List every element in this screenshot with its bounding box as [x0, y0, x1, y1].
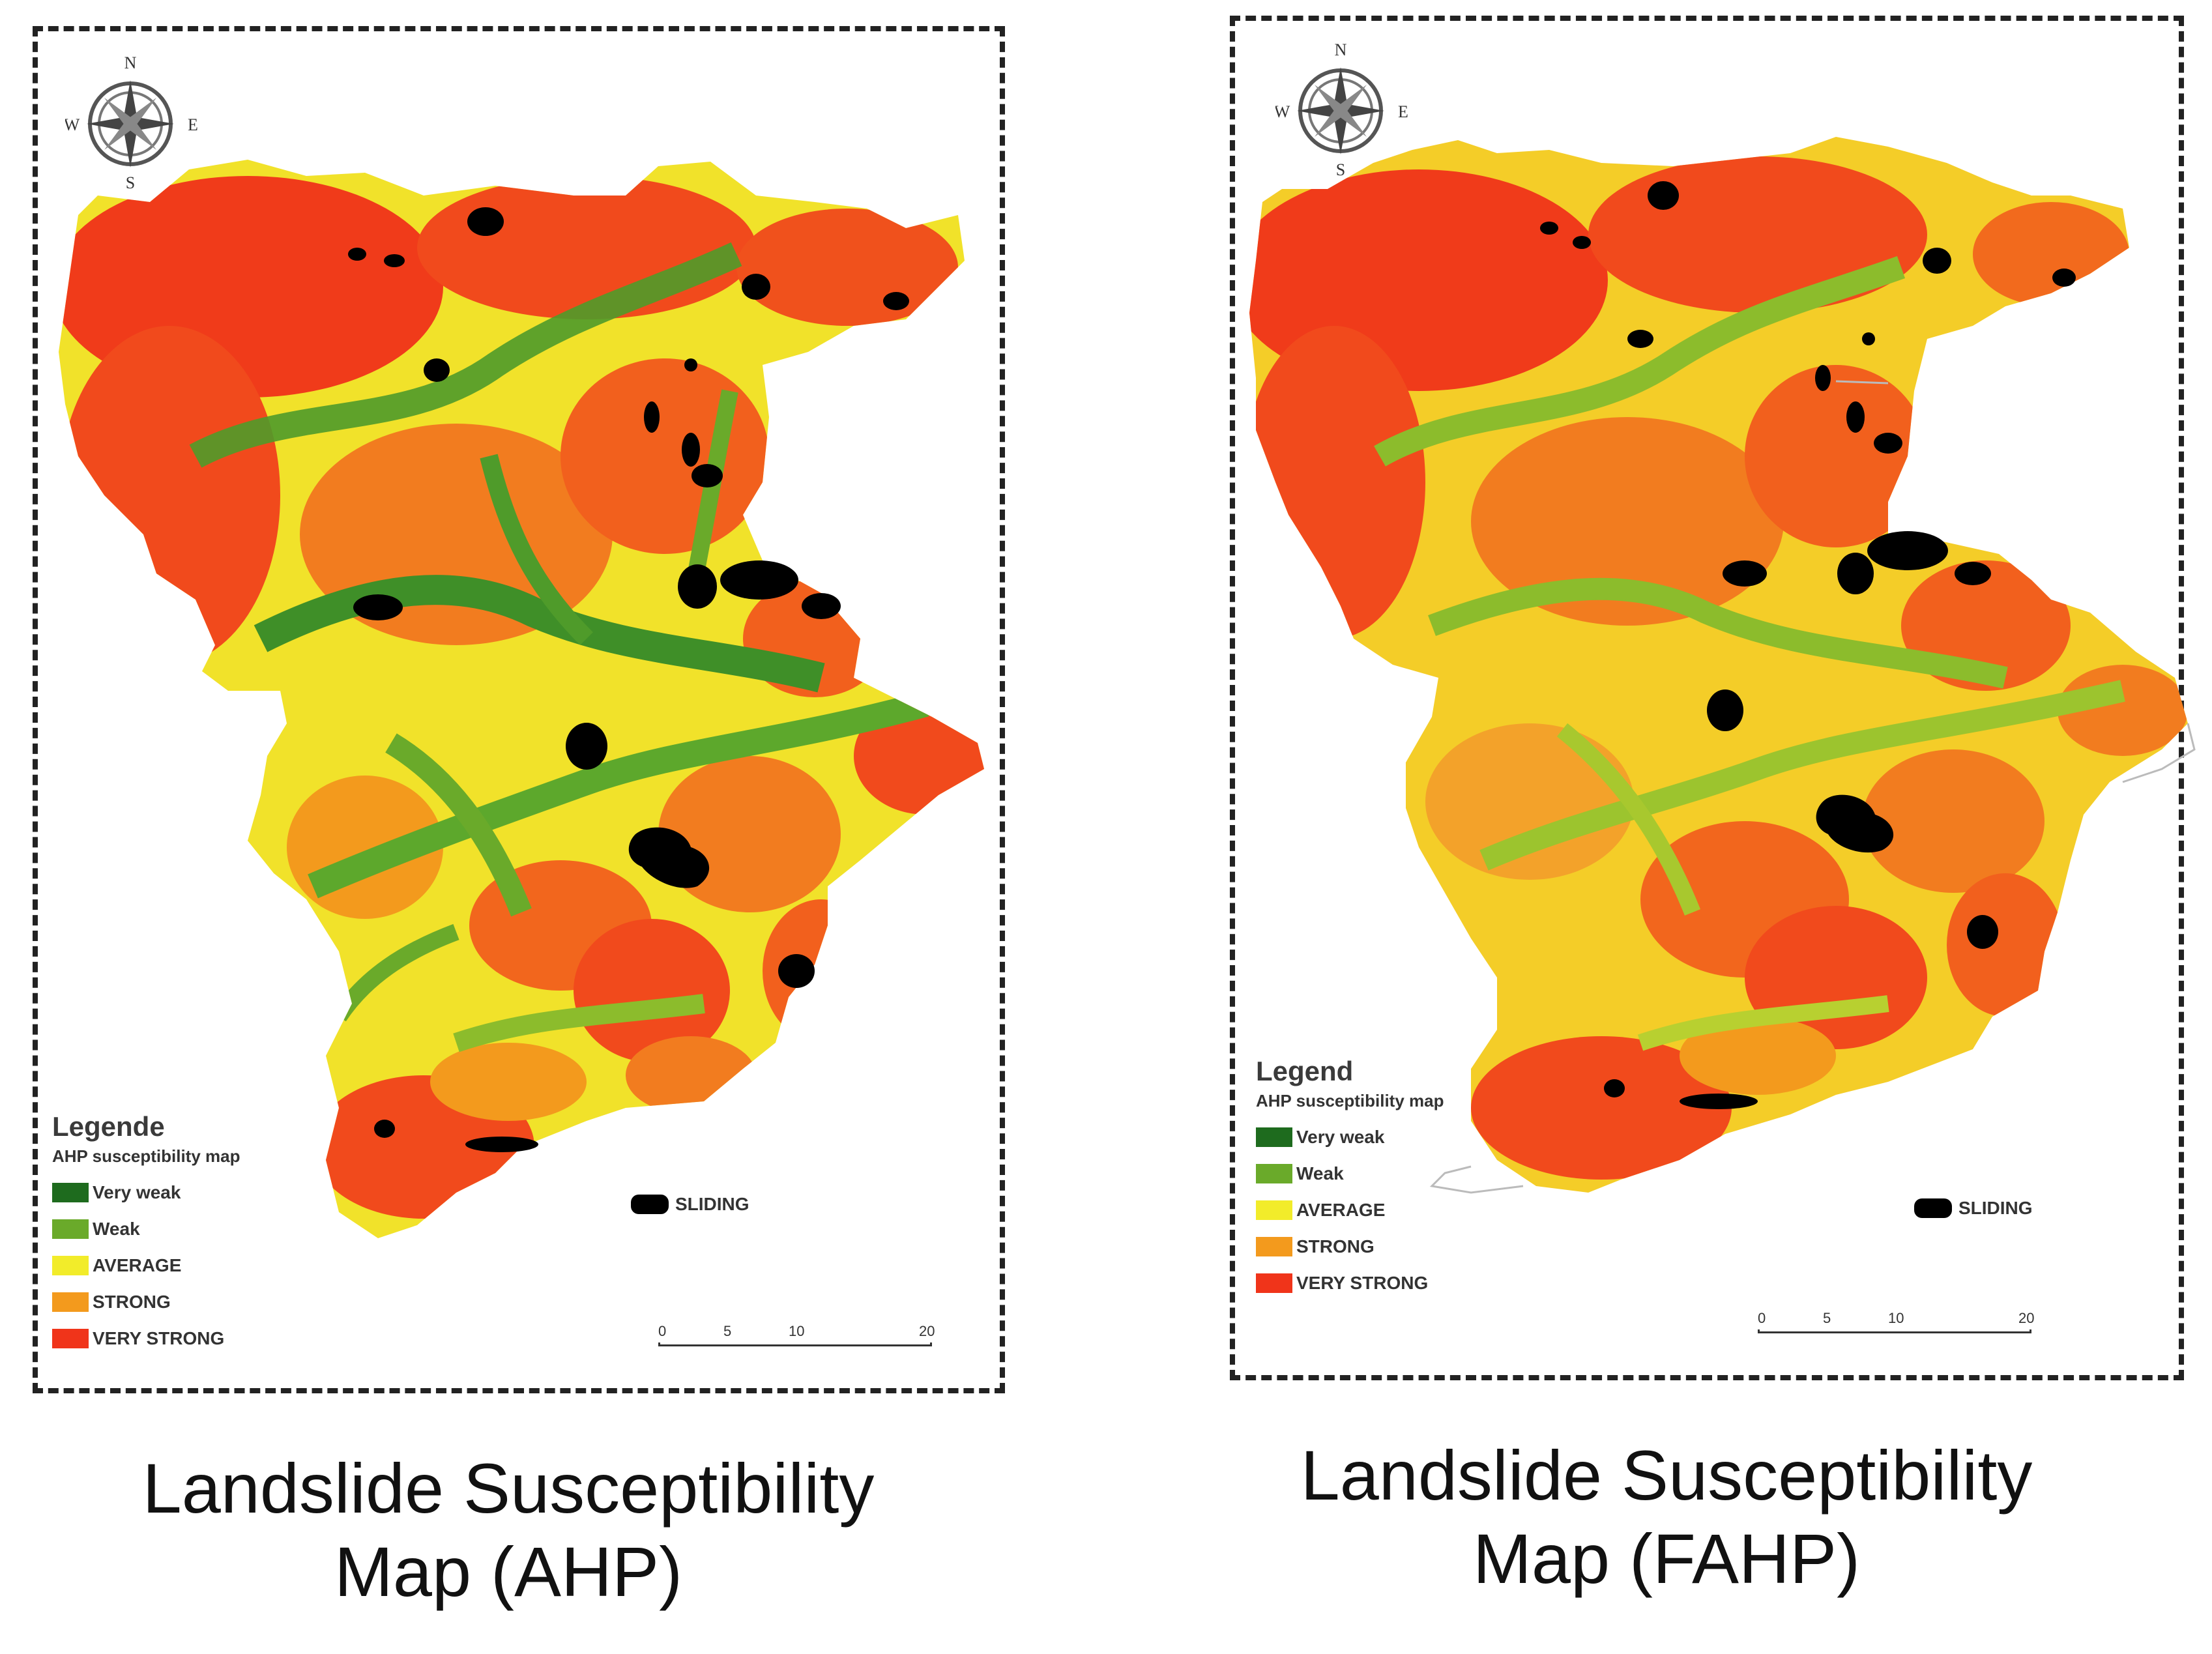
legend-label: Weak — [1296, 1163, 1344, 1183]
scale-label: 5 — [723, 1323, 732, 1339]
legend-label: VERY STRONG — [1296, 1273, 1429, 1293]
fahp-map-panel: N S E W Legend AHP susceptibility map Ve… — [1106, 0, 2212, 1654]
map-caption: Landslide Susceptibility Map (FAHP) — [1158, 1434, 2175, 1601]
caption-line-1: Landslide Susceptibility — [142, 1449, 875, 1528]
scale-label: 0 — [658, 1323, 667, 1339]
legend-label: Very weak — [1296, 1127, 1385, 1147]
map-legend: Legend AHP susceptibility map Very weak W… — [1256, 1056, 1471, 1294]
legend-title: Legend — [1256, 1056, 1354, 1086]
legend-item: AVERAGE — [52, 1255, 267, 1277]
scale-label: 10 — [789, 1323, 805, 1339]
legend-item: Very weak — [52, 1182, 267, 1204]
legend-subtitle: AHP susceptibility map — [52, 1146, 240, 1166]
caption-line-2: Map (FAHP) — [1472, 1519, 1861, 1598]
legend-item: Very weak — [1256, 1126, 1471, 1148]
sliding-swatch — [1914, 1198, 1952, 1218]
compass-north-label: N — [1335, 40, 1347, 59]
compass-rose-icon: N S E W — [65, 53, 198, 192]
scale-label: 5 — [1823, 1310, 1831, 1326]
legend-item: VERY STRONG — [52, 1328, 267, 1350]
compass-rose-icon: N S E W — [1275, 40, 1408, 179]
legend-item: VERY STRONG — [1256, 1272, 1471, 1294]
legend-subtitle: AHP susceptibility map — [1256, 1091, 1444, 1110]
legend-swatch — [52, 1256, 89, 1275]
legend-label: AVERAGE — [93, 1255, 182, 1275]
legend-title: Legende — [52, 1111, 165, 1142]
ahp-susceptibility-map — [59, 160, 984, 1238]
scale-label: 20 — [2018, 1310, 2035, 1326]
scale-label: 10 — [1888, 1310, 1904, 1326]
legend-label: Weak — [93, 1219, 140, 1239]
scale-label: 20 — [919, 1323, 935, 1339]
legend-swatch — [52, 1219, 89, 1239]
legend-label: STRONG — [1296, 1236, 1375, 1256]
caption-line-1: Landslide Susceptibility — [1300, 1436, 2033, 1515]
compass-north-label: N — [124, 53, 137, 72]
compass-south-label: S — [1336, 160, 1345, 179]
legend-label: Very weak — [93, 1182, 181, 1202]
ahp-map-panel: N S E W Legende AHP susceptibility map V… — [0, 26, 1017, 1614]
sliding-legend: SLIDING — [631, 1194, 749, 1215]
legend-items: Very weak Weak AVERAGE STRONG VERY STRONG — [52, 1182, 267, 1350]
sliding-legend: SLIDING — [1914, 1198, 2033, 1219]
map-caption: Landslide Susceptibility Map (AHP) — [0, 1447, 1017, 1614]
compass-south-label: S — [126, 173, 135, 192]
legend-item: STRONG — [1256, 1236, 1471, 1258]
scale-label: 0 — [1758, 1310, 1766, 1326]
compass-east-label: E — [188, 115, 198, 134]
legend-items: Very weak Weak AVERAGE STRONG VERY STRONG — [1256, 1126, 1471, 1294]
fahp-susceptibility-map — [1249, 137, 2196, 1194]
legend-item: STRONG — [52, 1291, 267, 1313]
legend-item: Weak — [1256, 1163, 1471, 1185]
legend-label: STRONG — [93, 1292, 171, 1312]
legend-label: AVERAGE — [1296, 1200, 1386, 1220]
sliding-swatch — [631, 1195, 669, 1214]
sliding-label: SLIDING — [675, 1194, 749, 1214]
compass-west-label: W — [1275, 102, 1290, 121]
legend-label: VERY STRONG — [93, 1328, 225, 1348]
sliding-label: SLIDING — [1958, 1198, 2033, 1218]
scale-bar: 0 5 10 20 — [658, 1323, 935, 1346]
legend-swatch — [1256, 1273, 1292, 1293]
legend-item: Weak — [52, 1218, 267, 1240]
legend-item: AVERAGE — [1256, 1199, 1471, 1221]
legend-swatch — [52, 1329, 89, 1348]
legend-swatch — [52, 1292, 89, 1312]
legend-swatch — [52, 1183, 89, 1202]
legend-swatch — [1256, 1237, 1292, 1256]
legend-swatch — [1256, 1164, 1292, 1183]
scale-bar: 0 5 10 20 — [1758, 1310, 2035, 1333]
caption-line-2: Map (AHP) — [334, 1532, 683, 1611]
map-legend: Legende AHP susceptibility map Very weak… — [52, 1111, 267, 1350]
compass-west-label: W — [65, 115, 80, 134]
legend-swatch — [1256, 1200, 1292, 1220]
legend-swatch — [1256, 1127, 1292, 1147]
compass-east-label: E — [1398, 102, 1408, 121]
